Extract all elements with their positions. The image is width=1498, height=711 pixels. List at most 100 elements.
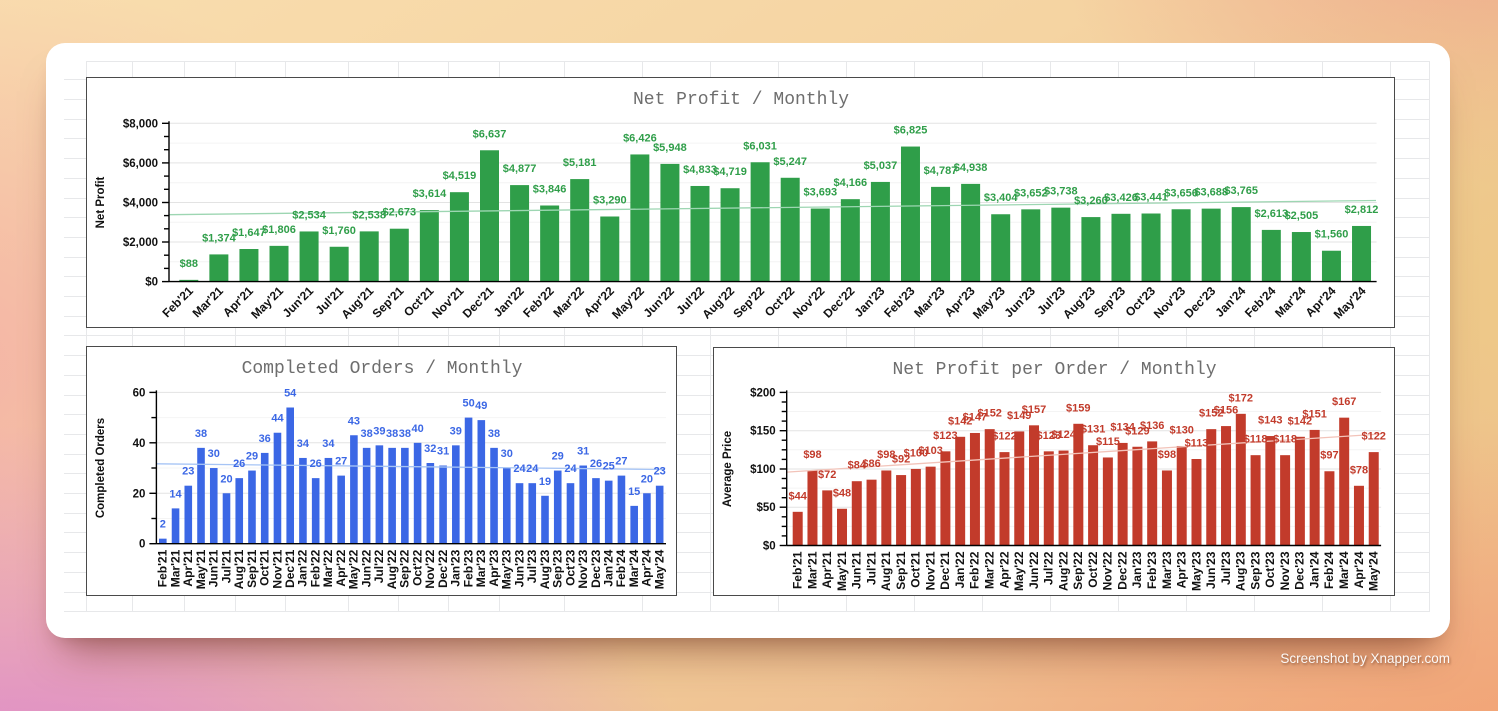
svg-text:26: 26	[590, 458, 602, 470]
svg-text:31: 31	[577, 445, 589, 457]
svg-text:Mar'23: Mar'23	[911, 283, 948, 320]
svg-text:Sep'22: Sep'22	[1071, 551, 1085, 590]
svg-text:$142: $142	[1288, 415, 1312, 427]
svg-text:Completed Orders: Completed Orders	[95, 417, 107, 517]
svg-text:Feb'21: Feb'21	[791, 551, 805, 589]
svg-text:$2,538: $2,538	[352, 209, 386, 221]
svg-text:27: 27	[335, 455, 347, 467]
svg-text:Jun'22: Jun'22	[1027, 551, 1041, 589]
svg-text:$131: $131	[1081, 423, 1105, 435]
svg-text:$159: $159	[1066, 402, 1090, 414]
svg-text:Dec'22: Dec'22	[820, 283, 857, 320]
svg-text:Mar'23: Mar'23	[474, 549, 488, 587]
svg-text:$3,693: $3,693	[803, 186, 837, 198]
svg-text:$100: $100	[750, 464, 776, 476]
svg-text:Nov'23: Nov'23	[1151, 283, 1189, 321]
svg-text:$78: $78	[1350, 464, 1368, 476]
svg-text:25: 25	[603, 460, 615, 472]
svg-text:$2,505: $2,505	[1285, 210, 1319, 222]
svg-text:$3,738: $3,738	[1044, 185, 1078, 197]
svg-text:24: 24	[513, 463, 526, 475]
svg-text:38: 38	[195, 427, 207, 439]
svg-text:Jul'21: Jul'21	[219, 549, 233, 583]
svg-text:Jan'22: Jan'22	[491, 283, 527, 319]
svg-text:Jan'24: Jan'24	[1212, 283, 1248, 319]
svg-text:May'23: May'23	[1189, 551, 1203, 591]
svg-text:Nov'22: Nov'22	[1101, 551, 1115, 590]
svg-text:$98: $98	[1158, 449, 1176, 461]
svg-text:38: 38	[488, 427, 500, 439]
svg-text:Sep'23: Sep'23	[551, 549, 565, 588]
svg-text:$150: $150	[750, 425, 776, 437]
svg-text:39: 39	[450, 425, 462, 437]
svg-text:Feb'22: Feb'22	[309, 549, 323, 587]
svg-text:Mar'22: Mar'22	[321, 549, 335, 587]
svg-text:$3,260: $3,260	[1074, 195, 1108, 207]
svg-text:23: 23	[654, 465, 666, 477]
svg-text:May'22: May'22	[609, 283, 647, 321]
svg-text:Nov'21: Nov'21	[270, 549, 284, 588]
svg-text:39: 39	[373, 425, 385, 437]
svg-text:Mar'22: Mar'22	[983, 551, 997, 589]
svg-text:Mar'21: Mar'21	[190, 283, 227, 320]
svg-text:26: 26	[233, 458, 245, 470]
svg-text:May'21: May'21	[248, 283, 286, 321]
svg-text:$167: $167	[1332, 396, 1356, 408]
svg-text:36: 36	[259, 432, 271, 444]
svg-text:$3,441: $3,441	[1134, 191, 1168, 203]
svg-text:34: 34	[297, 438, 310, 450]
svg-text:$103: $103	[918, 445, 942, 457]
svg-text:Dec'23: Dec'23	[1181, 283, 1218, 320]
svg-text:$4,000: $4,000	[123, 197, 158, 209]
svg-text:24: 24	[526, 463, 539, 475]
svg-text:$44: $44	[789, 490, 808, 502]
svg-text:Feb'21: Feb'21	[159, 283, 196, 320]
svg-text:32: 32	[424, 443, 436, 455]
svg-text:$4,938: $4,938	[954, 161, 988, 173]
svg-text:Feb'24: Feb'24	[1242, 283, 1279, 320]
svg-text:$1,374: $1,374	[202, 232, 237, 244]
svg-text:$3,290: $3,290	[593, 194, 627, 206]
svg-text:Jun'23: Jun'23	[512, 549, 526, 587]
svg-text:$98: $98	[803, 449, 821, 461]
svg-text:May'24: May'24	[1331, 283, 1369, 321]
svg-text:$151: $151	[1302, 408, 1326, 420]
svg-text:$118: $118	[1244, 433, 1268, 445]
svg-text:Oct'21: Oct'21	[258, 549, 272, 586]
svg-text:Oct'22: Oct'22	[410, 549, 424, 586]
svg-text:30: 30	[208, 448, 220, 460]
svg-text:Jul'23: Jul'23	[525, 549, 539, 583]
svg-text:Net Profit per Order / Monthly: Net Profit per Order / Monthly	[892, 360, 1216, 380]
svg-text:$118: $118	[1273, 433, 1297, 445]
svg-text:$1,560: $1,560	[1315, 228, 1349, 240]
svg-text:Completed Orders / Monthly: Completed Orders / Monthly	[242, 359, 523, 379]
svg-text:$6,426: $6,426	[623, 132, 657, 144]
svg-text:Jun'21: Jun'21	[850, 551, 864, 589]
svg-text:31: 31	[437, 445, 449, 457]
svg-text:Jan'22: Jan'22	[296, 549, 310, 586]
svg-text:$147: $147	[963, 411, 987, 423]
svg-text:$136: $136	[1140, 419, 1164, 431]
svg-text:54: 54	[284, 387, 297, 399]
svg-text:Dec'23: Dec'23	[589, 549, 603, 588]
svg-text:Nov'21: Nov'21	[429, 283, 467, 321]
svg-text:Oct'23: Oct'23	[1263, 551, 1277, 588]
svg-text:Jan'22: Jan'22	[953, 551, 967, 588]
svg-text:40: 40	[411, 422, 423, 434]
svg-text:$3,656: $3,656	[1164, 187, 1198, 199]
svg-text:Feb'23: Feb'23	[461, 549, 475, 587]
svg-text:43: 43	[348, 415, 360, 427]
svg-text:$2,812: $2,812	[1345, 204, 1379, 216]
svg-text:Feb'21: Feb'21	[156, 549, 170, 587]
svg-text:Feb'23: Feb'23	[881, 283, 918, 320]
svg-text:$152: $152	[1199, 407, 1223, 419]
svg-text:Jan'23: Jan'23	[852, 283, 888, 319]
svg-text:$2,534: $2,534	[292, 209, 327, 221]
svg-text:Jun'23: Jun'23	[1001, 283, 1038, 320]
svg-text:38: 38	[360, 427, 372, 439]
svg-text:Jun'22: Jun'22	[641, 283, 678, 320]
svg-text:Aug'23: Aug'23	[1060, 283, 1098, 321]
svg-text:$122: $122	[1361, 430, 1385, 442]
svg-text:Apr'24: Apr'24	[1352, 551, 1366, 588]
svg-text:Aug'22: Aug'22	[699, 283, 737, 321]
